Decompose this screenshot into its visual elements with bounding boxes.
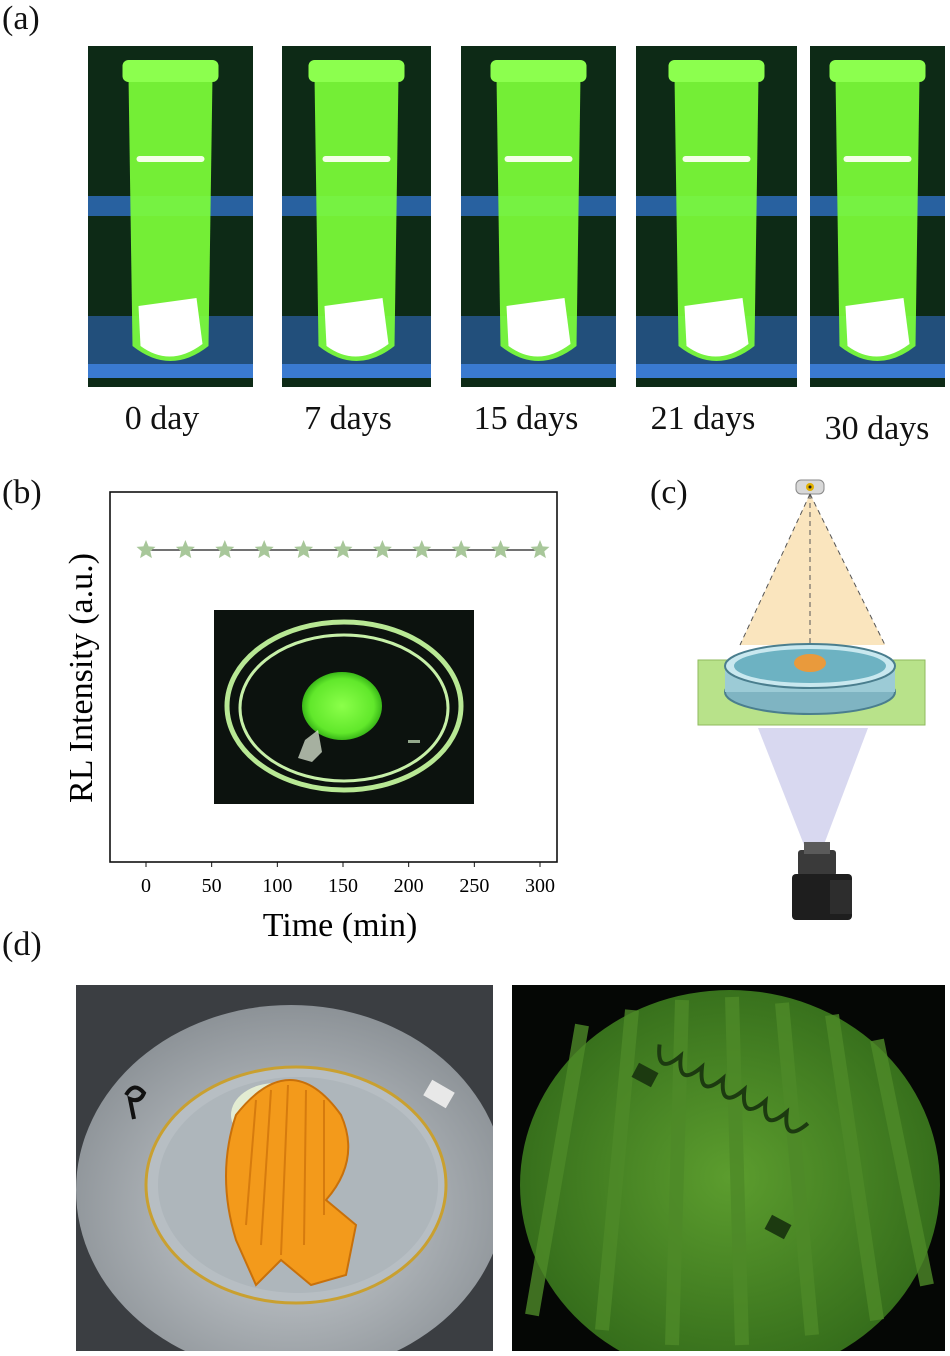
petri-dish-icon: [724, 643, 896, 715]
data-point-star: [333, 540, 353, 559]
x-tick-label: 150: [328, 875, 358, 897]
data-point-star: [175, 540, 195, 559]
tube-caption: 15 days: [473, 400, 579, 437]
x-tick-label: 100: [262, 875, 292, 897]
tube-photo-0: [88, 46, 253, 387]
x-tick-label: 50: [202, 875, 222, 897]
data-point-star: [294, 540, 314, 559]
panel-d-label: (d): [2, 926, 42, 963]
tube-caption: 7 days: [304, 400, 392, 437]
x-tick-label: 200: [394, 875, 424, 897]
data-point-star: [491, 540, 511, 559]
xray-beam: [740, 494, 885, 645]
x-tick-label: 300: [525, 875, 555, 897]
x-tick-label: 250: [459, 875, 489, 897]
tube-photo-3: [636, 46, 797, 387]
emission-cone: [758, 728, 868, 855]
inset-petri-photo: [214, 610, 474, 804]
rl-intensity-chart: 0 50 100 150 200 250 300 Time (min) RL Intensi…: [63, 491, 558, 944]
plot-frame: [109, 491, 558, 863]
data-point-star: [136, 540, 156, 559]
data-point-star: [215, 540, 235, 559]
tube-photo-2: [461, 46, 616, 387]
series-layer: [136, 540, 550, 559]
tube-caption: 21 days: [650, 400, 756, 437]
data-point-star: [530, 540, 550, 559]
panel-a-label: (a): [2, 0, 40, 37]
data-point-star: [254, 540, 274, 559]
panel-b-label: (b): [2, 474, 42, 511]
x-tick-label: 0: [141, 875, 151, 897]
x-axis-title: Time (min): [263, 907, 418, 944]
data-point-star: [412, 540, 432, 559]
x-axis-ticks: 0 50 100 150 200 250 300: [141, 862, 555, 897]
xray-source-icon: [795, 479, 825, 495]
tube-caption: 30 days: [824, 410, 930, 447]
tube-photo-4: [810, 46, 945, 387]
scallop-photo-daylight: [76, 985, 493, 1351]
camera-icon: [792, 842, 852, 920]
scallop-shell: [225, 1079, 358, 1287]
tube-caption: 0 day: [124, 400, 200, 437]
scallop-photo-xray-glow: [512, 985, 945, 1351]
panel-c-label: (c): [650, 474, 688, 511]
y-axis-title: RL Intensity (a.u.): [63, 553, 100, 803]
tube-photo-1: [282, 46, 431, 387]
data-point-star: [372, 540, 392, 559]
data-point-star: [451, 540, 471, 559]
imaging-setup-schematic: [697, 479, 926, 920]
